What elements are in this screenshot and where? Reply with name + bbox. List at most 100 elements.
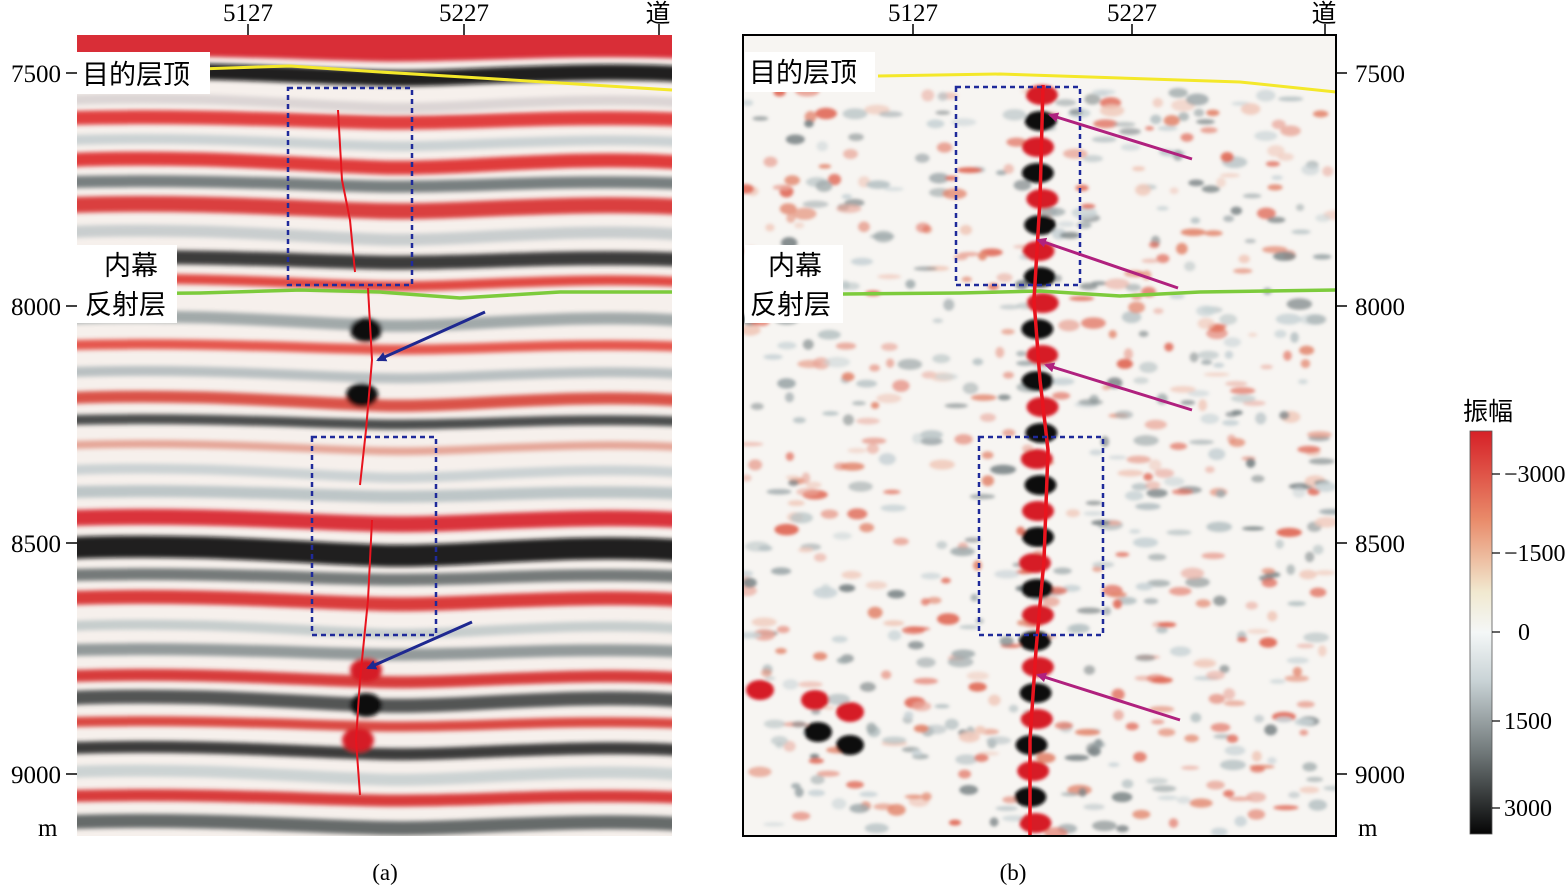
speckle — [1156, 206, 1169, 211]
colorbar-label-4: 1500 — [1504, 709, 1552, 735]
speckle — [1230, 394, 1256, 403]
speckle — [787, 500, 805, 507]
speckle — [841, 194, 852, 200]
speckle — [1312, 254, 1332, 260]
speckle — [1224, 745, 1246, 756]
speckle — [1166, 529, 1192, 536]
speckle — [1205, 466, 1215, 474]
speckle — [1054, 721, 1074, 730]
fault-amplitude-spot — [1022, 137, 1055, 157]
speckle — [832, 532, 852, 540]
speckle — [920, 598, 930, 606]
panel-b-inner-label-box — [745, 245, 843, 323]
speckle — [817, 329, 841, 340]
speckle — [1016, 350, 1027, 357]
speckle — [1223, 789, 1235, 798]
speckle — [1210, 722, 1231, 732]
speckle — [1225, 411, 1238, 418]
speckle — [1220, 151, 1234, 163]
speckle — [1259, 637, 1278, 648]
speckle — [1126, 455, 1151, 464]
panel-a-fault-middle — [359, 287, 374, 486]
speckle — [827, 173, 842, 186]
speckle — [1275, 539, 1284, 549]
speckle — [763, 354, 783, 360]
speckle — [1226, 734, 1239, 743]
speckle — [1152, 785, 1177, 792]
panel-a-box-upper — [286, 86, 414, 287]
speckle — [1111, 688, 1125, 701]
speckle — [1197, 317, 1215, 330]
speckle — [1082, 155, 1103, 163]
speckle — [1213, 595, 1227, 606]
speckle — [869, 364, 880, 372]
speckle — [790, 512, 813, 524]
speckle — [926, 119, 945, 129]
speckle — [807, 789, 826, 797]
speckle — [1069, 295, 1095, 302]
speckle — [847, 447, 867, 454]
speckle — [1194, 658, 1217, 669]
speckle — [1108, 762, 1120, 767]
panel-a-ytick-label-4: 9000 — [11, 762, 61, 789]
speckle — [886, 358, 895, 368]
speckle — [1271, 175, 1283, 181]
speckle — [1113, 709, 1124, 721]
panel-b: 目的层顶 内幕 反射层 5127 5227 道 7500 8000 8500 9… — [742, 0, 1405, 885]
speckle — [1208, 693, 1225, 704]
speckle — [1190, 712, 1202, 723]
colorbar-label-2: −1500 — [1504, 541, 1566, 567]
speckle — [1242, 193, 1262, 199]
speckle — [774, 523, 799, 536]
speckle — [1255, 412, 1267, 425]
fault-amplitude-spot — [1017, 761, 1050, 781]
speckle — [1117, 469, 1144, 477]
speckle — [958, 769, 972, 779]
panel-a-inner-label-box — [77, 245, 177, 323]
reflection-band — [77, 485, 672, 503]
speckle — [810, 775, 825, 785]
speckle — [798, 681, 823, 688]
speckle — [1185, 93, 1209, 106]
speckle — [921, 89, 935, 102]
panel-a-ytick-label-1: 7500 — [11, 61, 61, 88]
speckle — [1135, 184, 1151, 196]
speckle — [1196, 305, 1216, 317]
panel-b-arrow-3 — [1044, 362, 1193, 412]
speckle — [1181, 765, 1200, 770]
speckle — [1144, 419, 1167, 430]
speckle — [1264, 724, 1278, 736]
speckle — [1213, 362, 1225, 368]
speckle — [1246, 792, 1267, 803]
speckle — [1123, 348, 1133, 360]
speckle — [989, 817, 999, 827]
speckle — [1120, 143, 1141, 151]
speckle — [763, 822, 785, 827]
speckle — [1063, 148, 1088, 159]
panel-a-ytick-label-2: 8000 — [11, 294, 61, 321]
speckle — [1141, 258, 1160, 263]
speckle — [1234, 816, 1247, 827]
speckle — [953, 254, 968, 261]
speckle — [1272, 251, 1296, 261]
speckle — [816, 770, 840, 777]
speckle — [927, 596, 942, 604]
speckle — [947, 656, 974, 668]
speckle — [962, 382, 979, 395]
speckle — [916, 657, 936, 668]
speckle — [1210, 827, 1228, 836]
speckle — [913, 266, 938, 271]
speckle — [1145, 481, 1161, 490]
speckle — [999, 304, 1020, 310]
speckle — [980, 413, 996, 422]
speckle — [1135, 582, 1153, 591]
speckle — [1092, 561, 1115, 568]
speckle — [1314, 570, 1335, 576]
panel-b-inner-label-1: 内幕 — [768, 251, 822, 282]
speckle — [806, 481, 822, 489]
reflection-band — [77, 414, 672, 430]
speckle — [1135, 654, 1156, 662]
speckle — [1197, 350, 1219, 360]
speckle — [1314, 516, 1336, 528]
speckle — [848, 481, 873, 492]
